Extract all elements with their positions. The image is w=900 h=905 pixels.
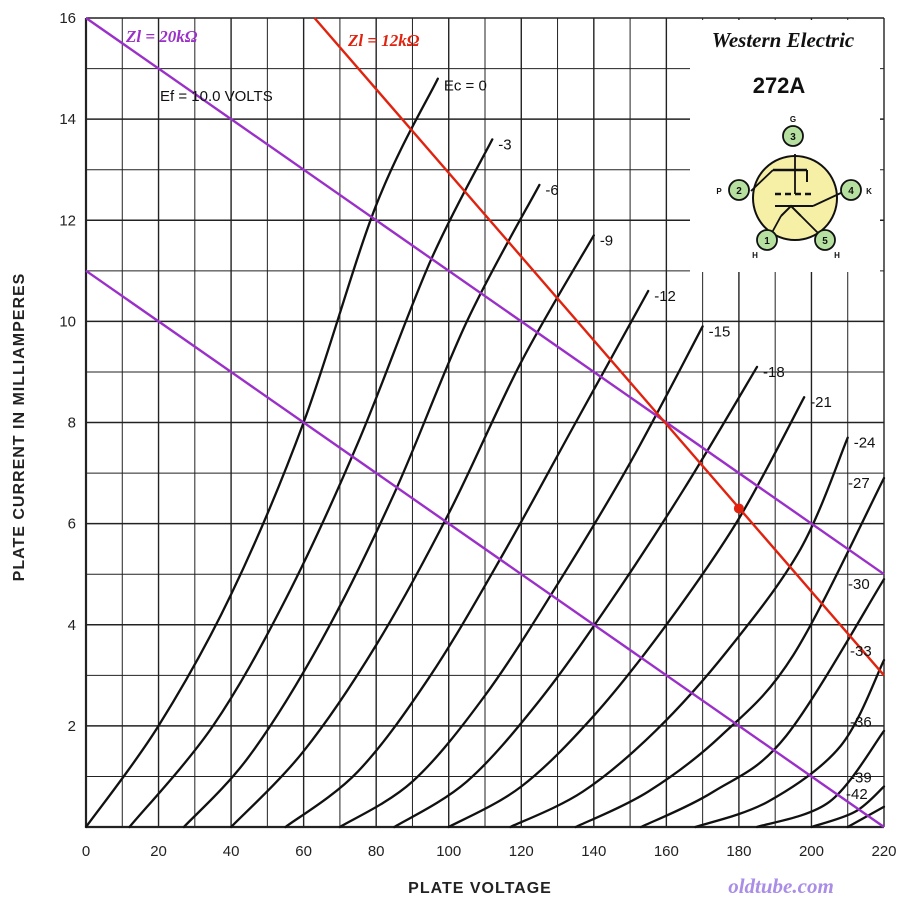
cathode-electrode-icon: [775, 204, 813, 217]
y-tick-label: 12: [59, 212, 76, 229]
y-tick-label: 14: [59, 111, 76, 128]
load-line: [85, 269, 885, 828]
load-line-label-20k: Zl = 20kΩ: [125, 27, 198, 46]
plate-curve: [338, 325, 704, 829]
x-tick-label: 20: [150, 843, 167, 860]
plate-curve-label: -42: [846, 786, 868, 803]
x-tick-label: 120: [509, 843, 534, 860]
plate-curve: [128, 138, 494, 829]
tube-pin-number: 3: [790, 132, 796, 143]
y-tick-label: 2: [68, 718, 76, 735]
tube-pin-2: [728, 179, 750, 201]
plate-curve: [84, 77, 439, 829]
plate-curve-label: -39: [850, 770, 872, 787]
tube-pin-number: 2: [736, 186, 742, 197]
plate-curve-label: -12: [654, 288, 676, 305]
plate-curve: [755, 729, 886, 829]
tube-pin-number: 1: [764, 236, 770, 247]
plate-curve: [447, 396, 806, 829]
plate-curve: [284, 289, 650, 829]
y-tick-label: 8: [68, 415, 76, 432]
tube-pin-4: [840, 179, 862, 201]
plate-curve: [229, 234, 595, 829]
y-axis-title: PLATE CURRENT IN MILLIAMPERES: [11, 273, 28, 582]
load-line-label-12k: Zl = 12kΩ: [347, 31, 420, 50]
plate-curve-label: -36: [850, 714, 872, 731]
site-watermark: oldtube.com: [728, 874, 834, 898]
plate-curve: [393, 365, 759, 829]
tube-pin-label: G: [790, 115, 796, 124]
plate-curve: [509, 436, 849, 829]
plate-curve: [182, 183, 541, 829]
x-tick-label: 160: [654, 843, 679, 860]
x-tick-label: 40: [223, 843, 240, 860]
y-tick-label: 4: [68, 617, 76, 634]
x-tick-label: 0: [82, 843, 90, 860]
plate-curve-label: -18: [763, 364, 785, 381]
operating-point-marker: [733, 503, 744, 514]
labels-layer: 0 20 40 60 80 100 120 140 160 180 200 2202468101214…: [59, 10, 896, 860]
tube-brand: Western Electric: [712, 28, 855, 52]
y-tick-label: 10: [59, 313, 76, 330]
load-line: [85, 17, 885, 576]
plate-curves-layer: [84, 77, 886, 829]
x-tick-label: 200: [799, 843, 824, 860]
plate-curve: [574, 476, 886, 829]
plate-curve-label: -21: [810, 394, 832, 411]
filament-voltage-annotation: Ef = 10.0 VOLTS: [160, 88, 273, 105]
x-tick-label: 180: [726, 843, 751, 860]
plate-curve-label: -3: [498, 136, 511, 153]
plate-curve: [846, 805, 886, 829]
x-tick-label: 60: [295, 843, 312, 860]
plate-curve-label: -33: [850, 643, 872, 660]
tube-pin-1: [756, 229, 778, 251]
x-axis-title: PLATE VOLTAGE: [408, 880, 552, 897]
plate-curve: [810, 785, 886, 829]
tube-pin-label: K: [866, 187, 872, 196]
tube-pin-number: 4: [848, 186, 854, 197]
x-tick-label: 140: [581, 843, 606, 860]
plate-curve-label: -27: [848, 475, 870, 492]
tube-pin-label: P: [716, 187, 722, 196]
tube-pin-5: [814, 229, 836, 251]
cathode-pin-lead-icon: [812, 191, 844, 207]
plate-pin-lead-icon: [750, 169, 774, 192]
tube-pin-number: 5: [822, 236, 828, 247]
plate-curve-label: Ec = 0: [444, 78, 487, 95]
tube-model: 272A: [753, 73, 806, 98]
x-tick-label: 100: [436, 843, 461, 860]
tube-pin-label: H: [834, 251, 840, 260]
plate-curve: [639, 578, 886, 829]
x-tick-label: 220: [871, 843, 896, 860]
plate-curve-label: -9: [600, 232, 613, 249]
y-tick-label: 16: [59, 10, 76, 27]
tube-pin-label: H: [752, 251, 758, 260]
plate-curve-label: -15: [709, 323, 731, 340]
load-line: [313, 17, 885, 677]
plate-curve-label: -24: [854, 435, 876, 452]
plate-curve-label: -30: [848, 576, 870, 593]
tube-pin-3: [782, 125, 804, 147]
plate-curve-label: -6: [545, 182, 558, 199]
load-lines-layer: [85, 17, 885, 828]
y-tick-label: 6: [68, 516, 76, 533]
x-tick-label: 80: [368, 843, 385, 860]
